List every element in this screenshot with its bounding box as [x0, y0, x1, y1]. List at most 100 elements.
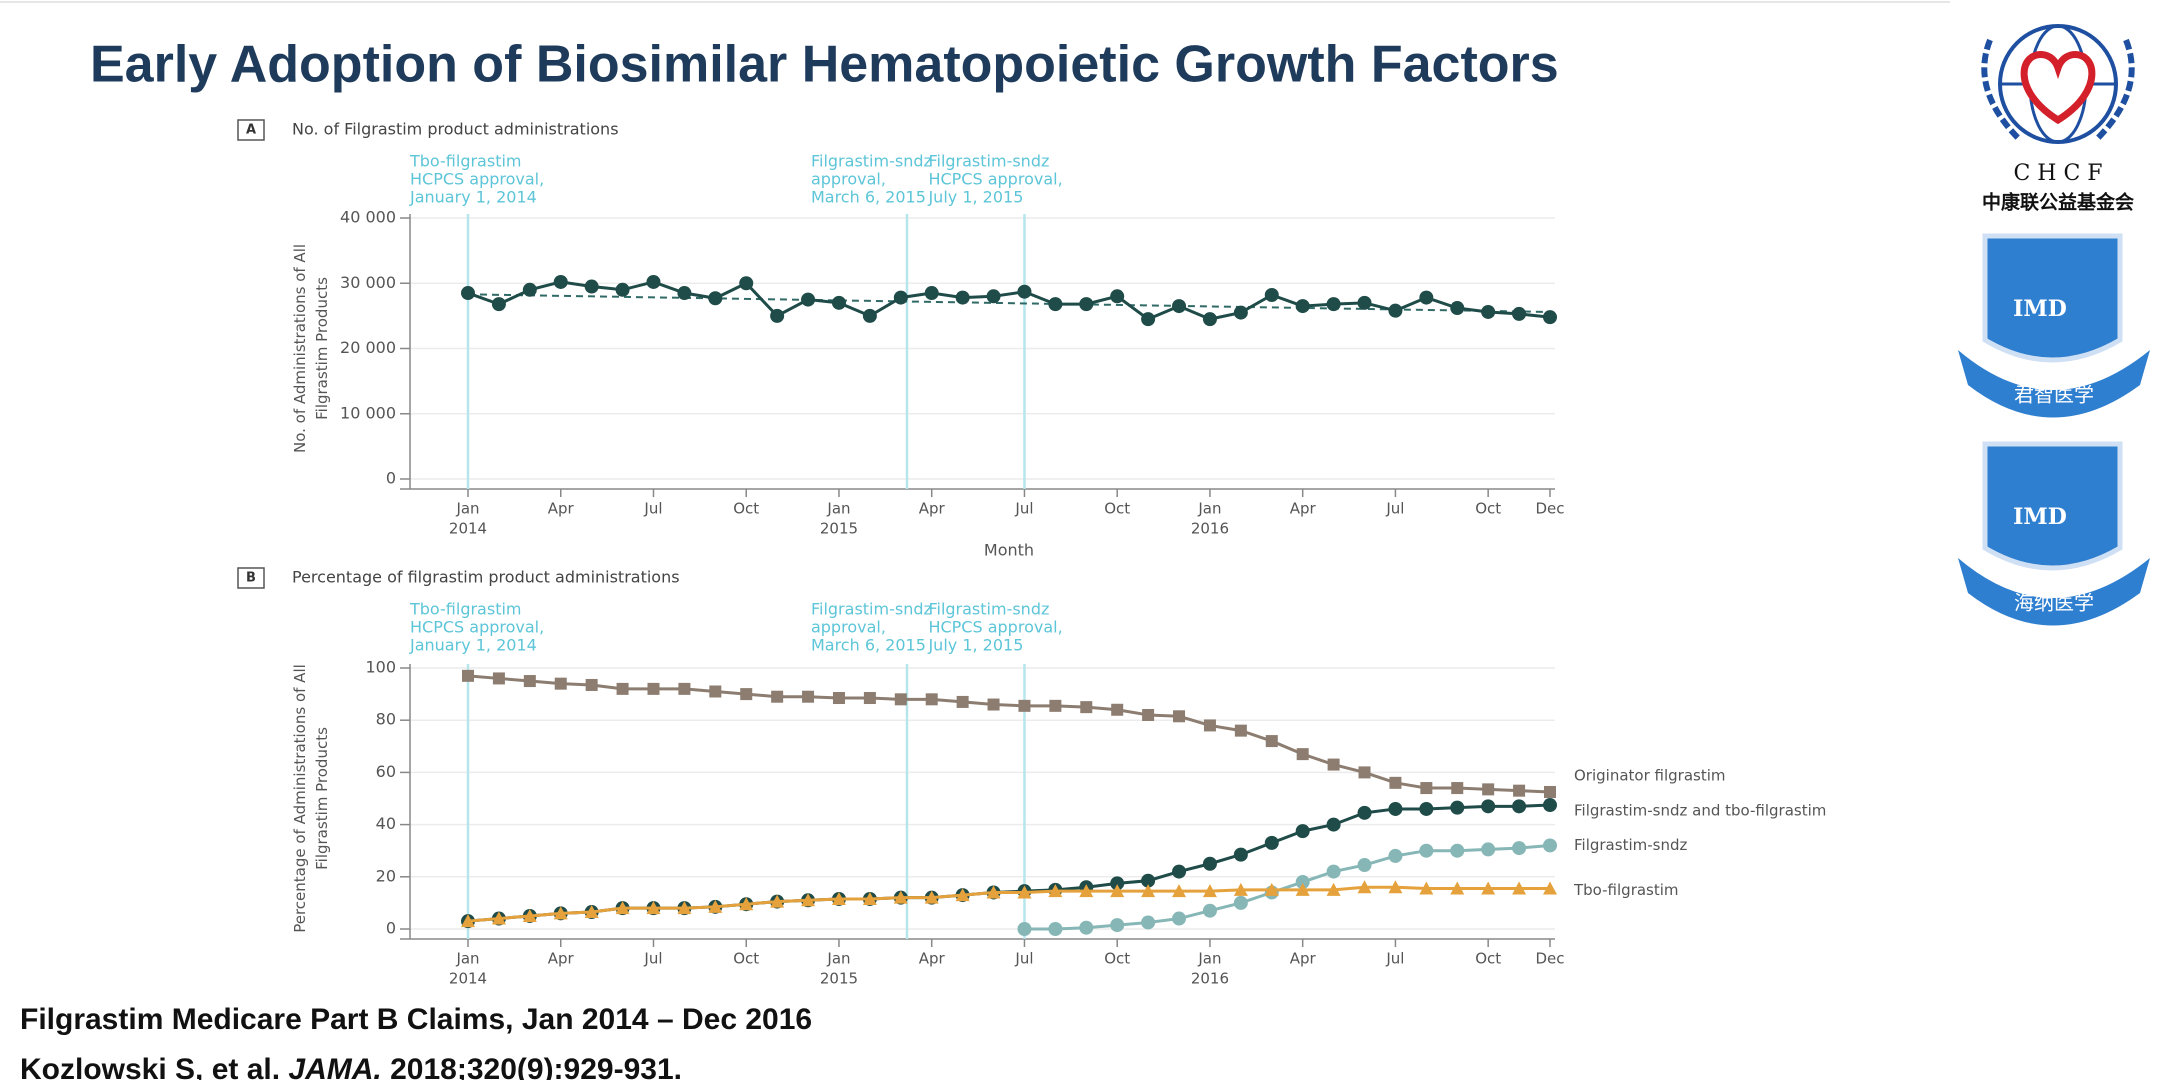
slide-title: Early Adoption of Biosimilar Hematopoiet…: [90, 36, 1559, 94]
data-point: [709, 685, 722, 698]
y-tick-label: 20 000: [340, 338, 396, 357]
data-point: [1233, 305, 1248, 320]
x-tick-label: Apr: [548, 500, 575, 518]
data-point: [1512, 306, 1527, 321]
data-point: [893, 290, 908, 305]
chcf-logo: C H C F 中康联公益基金会: [1981, 24, 2135, 214]
data-point: [1202, 884, 1217, 898]
data-point: [646, 274, 661, 289]
data-point: [1079, 884, 1094, 898]
data-point: [1419, 881, 1434, 895]
data-point: [584, 905, 599, 919]
data-point: [1203, 719, 1216, 732]
x-tick-label: Jan: [826, 950, 850, 968]
data-point: [1080, 701, 1093, 714]
data-point: [1110, 289, 1125, 304]
data-point: [956, 695, 969, 708]
data-point: [924, 890, 939, 904]
y-axis-label-line: Filgrastim Products: [313, 277, 331, 420]
y-tick-label: 40 000: [340, 208, 396, 227]
x-tick-label: Jul: [1014, 950, 1033, 968]
data-point: [1141, 884, 1156, 898]
panel-label-box: [237, 119, 265, 141]
data-point: [1543, 881, 1557, 895]
data-point: [523, 675, 536, 688]
event-annotation: HCPCS approval,: [928, 618, 1062, 637]
panel-title: Percentage of filgrastim product adminis…: [292, 568, 680, 587]
footnote-line: Filgrastim Medicare Part B Claims, Jan 2…: [20, 995, 812, 1045]
data-point: [1079, 297, 1094, 312]
logo-text: C H C F: [2013, 161, 2102, 186]
data-point: [1326, 882, 1341, 896]
x-tick-label: Jul: [1014, 500, 1033, 518]
event-annotation: March 6, 2015: [811, 636, 926, 655]
data-point: [1264, 882, 1279, 896]
x-tick-label: Oct: [1104, 500, 1130, 518]
data-point: [491, 911, 506, 925]
data-point: [553, 274, 568, 289]
data-point: [986, 885, 1001, 899]
data-point: [1543, 798, 1557, 813]
data-point: [1110, 876, 1125, 891]
data-point: [740, 688, 753, 701]
data-point: [1512, 841, 1527, 856]
data-point: [522, 908, 537, 922]
event-annotation: Filgrastim-sndz: [928, 600, 1049, 619]
data-point: [771, 690, 784, 703]
data-point: [677, 286, 692, 301]
event-annotation: Tbo-filgrastim: [409, 600, 522, 619]
series-label: Originator filgrastim: [1574, 766, 1726, 784]
event-annotation: Filgrastim-sndz: [811, 152, 932, 171]
data-point: [802, 690, 815, 703]
series-label: Filgrastim-sndz and tbo-filgrastim: [1574, 802, 1826, 820]
data-point: [616, 682, 629, 695]
data-point: [1202, 312, 1217, 327]
data-point: [862, 891, 877, 905]
slide-canvas: Early Adoption of Biosimilar Hematopoiet…: [0, 1, 2150, 988]
data-point: [1357, 880, 1372, 894]
data-point: [1358, 766, 1371, 779]
x-tick-label: Jan: [455, 950, 479, 968]
data-point: [1079, 920, 1094, 935]
data-point: [1513, 784, 1526, 797]
data-point: [1110, 884, 1125, 898]
x-tick-label: Jul: [643, 500, 662, 518]
data-point: [739, 276, 754, 291]
data-point: [1357, 858, 1372, 873]
data-point: [1202, 856, 1217, 871]
x-tick-label: Apr: [548, 950, 575, 968]
data-point: [1512, 881, 1527, 895]
data-point: [1295, 875, 1310, 890]
data-point: [1295, 299, 1310, 314]
data-point: [1141, 873, 1156, 888]
event-annotation: HCPCS approval,: [410, 618, 544, 637]
data-point: [1420, 782, 1433, 795]
series-label: Filgrastim-sndz: [1574, 836, 1687, 854]
y-tick-label: 0: [386, 919, 396, 938]
data-point: [770, 894, 785, 908]
data-point: [1543, 310, 1557, 325]
data-point: [462, 669, 474, 682]
data-point: [894, 693, 907, 706]
x-tick-label: Apr: [919, 950, 946, 968]
data-point: [832, 692, 845, 705]
data-point: [1419, 801, 1434, 816]
event-annotation: July 1, 2015: [927, 636, 1023, 655]
data-point: [1264, 287, 1279, 302]
data-point: [862, 308, 877, 323]
y-tick-label: 20: [376, 866, 396, 885]
event-annotation: HCPCS approval,: [410, 170, 544, 189]
data-point: [1048, 922, 1063, 936]
data-point: [1110, 918, 1125, 933]
data-point: [492, 672, 505, 685]
data-point: [770, 308, 785, 323]
shield: [1982, 441, 2123, 571]
x-tick-label: Jan: [826, 500, 850, 518]
data-point: [801, 893, 816, 907]
data-point: [1388, 848, 1403, 863]
imd-logo: IMD 海纳医学: [1958, 441, 2150, 626]
x-tick-label: Oct: [733, 500, 759, 518]
event-annotation: January 1, 2014: [409, 188, 537, 207]
data-point: [615, 282, 630, 297]
